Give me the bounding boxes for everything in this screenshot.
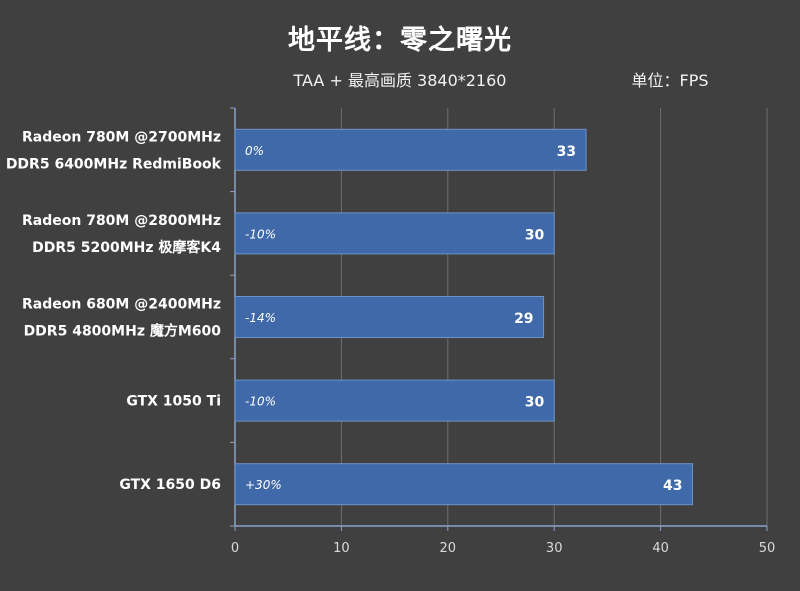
chart-title: 地平线：零之曙光 [288,25,512,56]
bar [234,379,555,422]
x-tick-label: 10 [333,541,350,556]
bar [234,463,694,506]
bar-percent-label: 0% [245,144,264,158]
x-tick-label: 50 [759,541,776,556]
category-label: Radeon 780M @2700MHz [22,129,221,145]
x-tick-label: 30 [546,541,563,556]
chart-subtitle: TAA + 最高画质 3840*2160 [293,71,507,90]
category-label: Radeon 680M @2400MHz [22,297,221,313]
x-tick-label: 40 [652,541,669,556]
bar-value-label: 33 [557,144,576,160]
bar-value-label: 30 [525,395,545,411]
x-tick-label: 0 [231,541,239,556]
bar-value-label: 29 [514,311,533,327]
bar [234,212,555,255]
bar-percent-label: -14% [245,311,276,325]
x-tick-label: 20 [440,541,457,556]
bar [234,296,545,338]
bar [234,128,587,171]
category-label: Radeon 780M @2800MHz [22,213,221,229]
bar-value-label: 43 [663,478,682,494]
bar-percent-label: -10% [245,227,276,241]
bar-percent-label: -10% [245,395,276,409]
category-label: GTX 1650 D6 [119,477,221,493]
bar-percent-label: +30% [245,478,282,492]
category-label: DDR5 6400MHz RedmiBook [6,156,222,172]
category-label: GTX 1050 Ti [126,394,221,410]
category-label: DDR5 5200MHz 极摩客K4 [32,239,221,256]
bar-value-label: 30 [525,227,545,243]
category-label: DDR5 4800MHz 魔方M600 [24,323,222,340]
unit-label: 单位：FPS [631,71,709,90]
